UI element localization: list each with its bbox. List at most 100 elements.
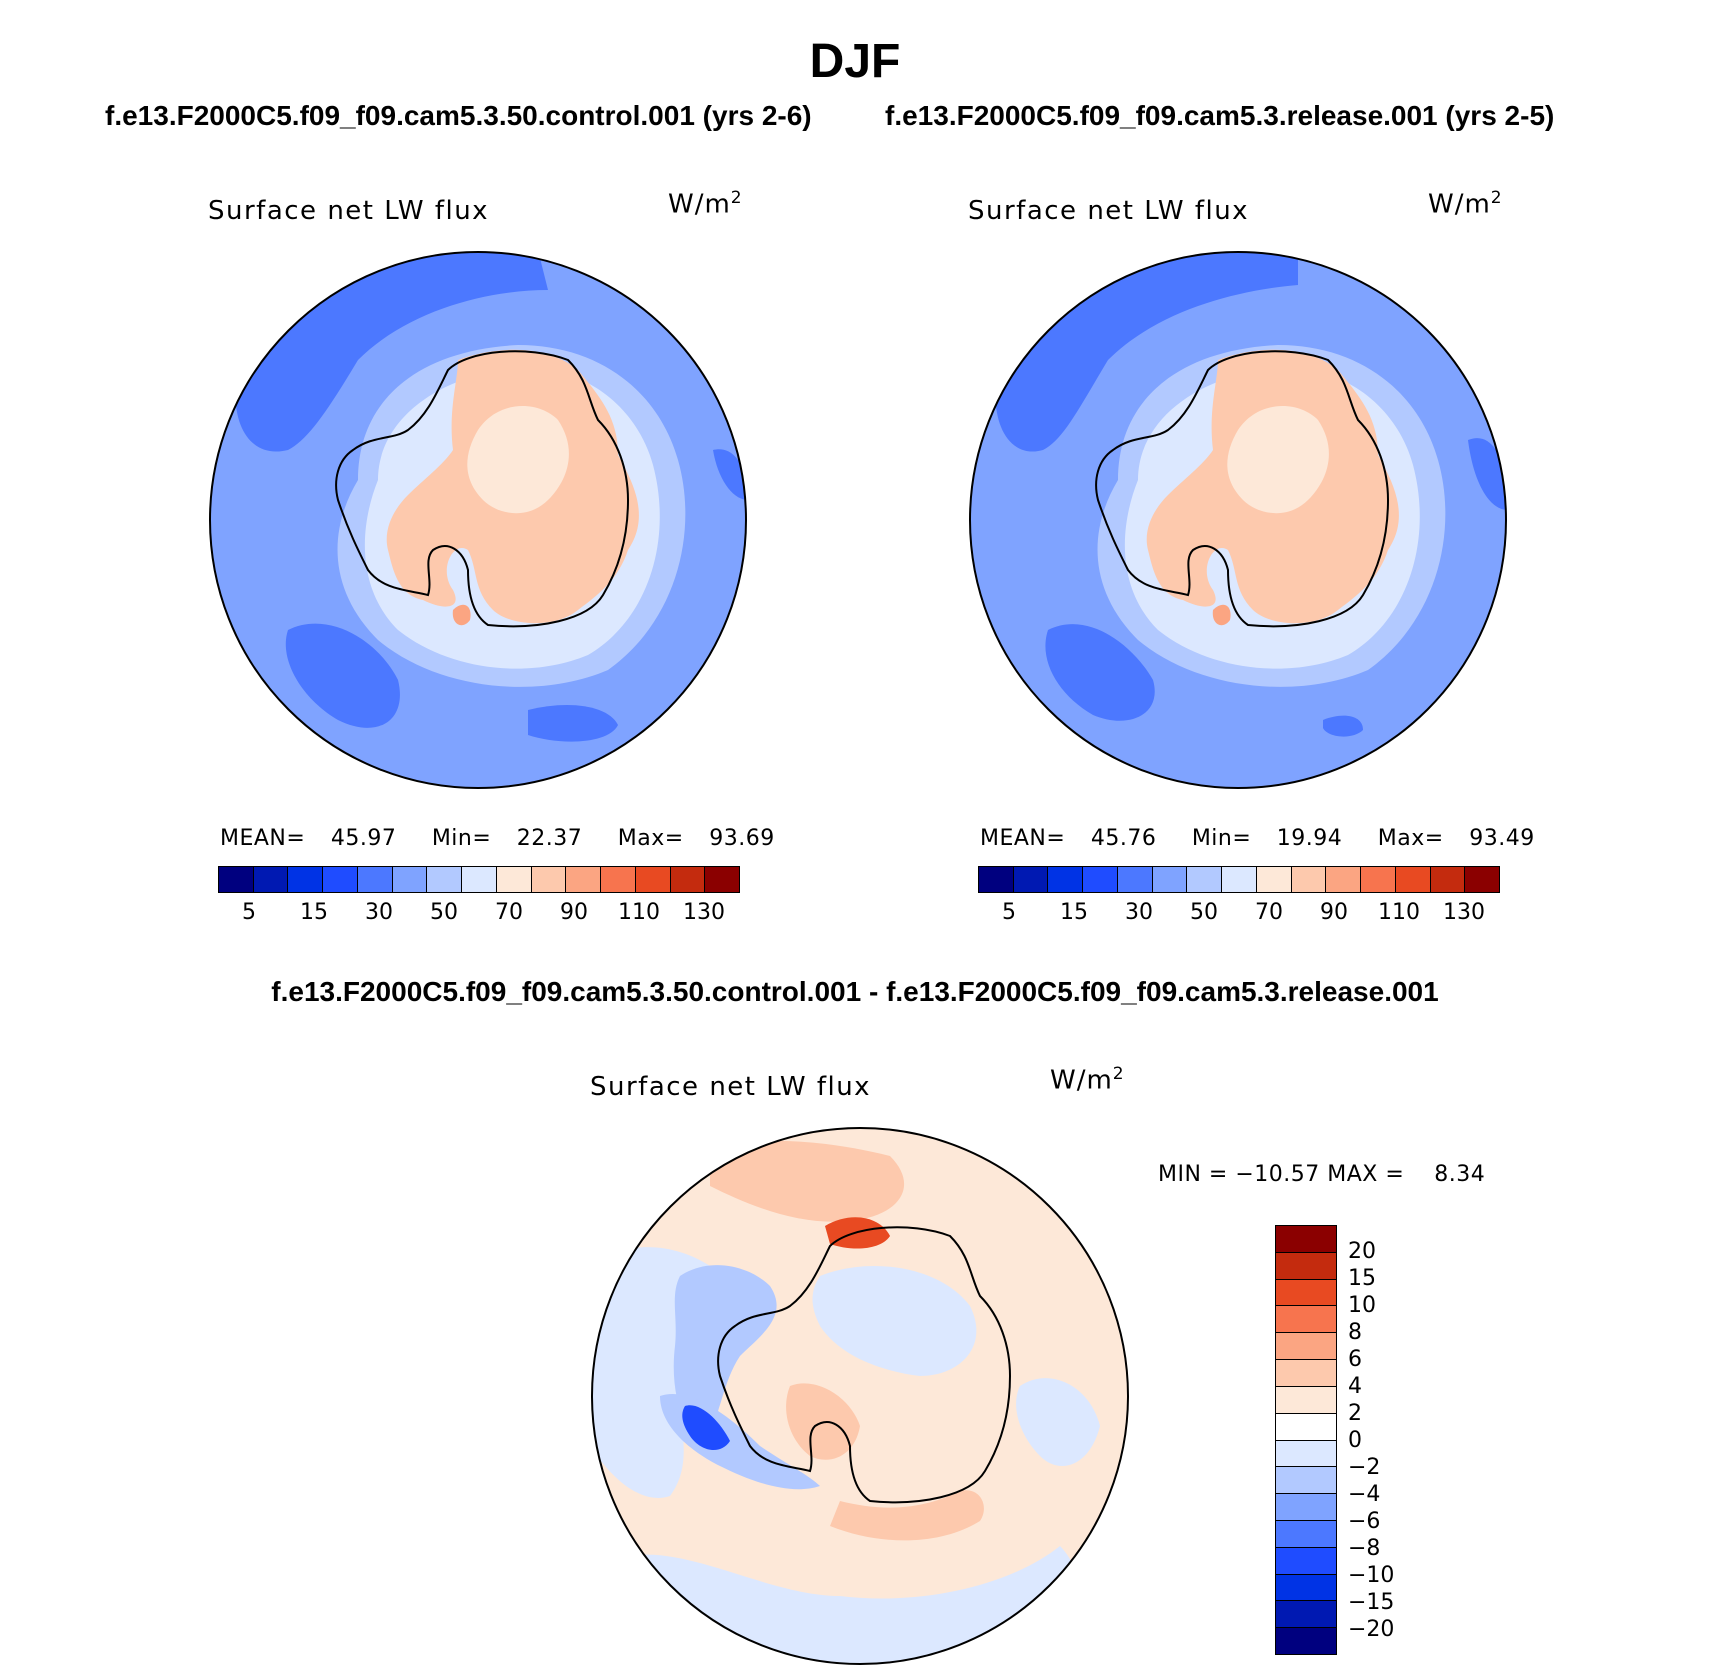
cbar-label: 5 — [242, 900, 256, 925]
colorbar-swatch — [253, 867, 289, 892]
cbar-label: 20 — [1348, 1239, 1376, 1264]
colorbar-swatch — [1276, 1252, 1336, 1280]
colorbar-swatch — [1013, 867, 1049, 892]
panel-right-map — [969, 251, 1507, 789]
colorbar-right-labels: 5 15 30 50 70 90 110 130 — [978, 900, 1500, 930]
cbar-label: −2 — [1348, 1455, 1381, 1480]
colorbar-swatch — [1465, 867, 1500, 892]
neg-anomaly-east — [1016, 1378, 1100, 1466]
colorbar-swatch — [1276, 1467, 1336, 1495]
deep-ocean-patch-sw — [1045, 624, 1155, 721]
cbar-label: 6 — [1348, 1347, 1362, 1372]
case-diff-label: f.e13.F2000C5.f09_f09.cam5.3.50.control.… — [271, 976, 1439, 1007]
colorbar-swatch — [1276, 1360, 1336, 1387]
colorbar-swatch — [1276, 1547, 1336, 1575]
colorbar-swatch — [1276, 1413, 1336, 1441]
colorbar-swatch — [670, 867, 706, 892]
colorbar-swatch — [1048, 867, 1084, 892]
mean-label: MEAN= — [980, 826, 1066, 851]
colorbar-swatch — [1276, 1306, 1336, 1334]
pos-anomaly-north — [710, 1140, 905, 1222]
cbar-label: 50 — [1190, 900, 1218, 925]
colorbar-right — [978, 866, 1500, 893]
colorbar-swatch — [1276, 1574, 1336, 1602]
coastline — [1095, 350, 1390, 628]
cbar-label: 130 — [1443, 900, 1485, 925]
figure-title: DJF — [809, 35, 901, 88]
cbar-label: 70 — [1255, 900, 1283, 925]
diff-minmax: MIN = −10.57 MAX = 8.34 — [1158, 1162, 1486, 1187]
panel-right-units-exp: 2 — [1490, 188, 1503, 208]
panel-diff-map — [591, 1127, 1129, 1665]
colorbar-swatch — [1395, 867, 1431, 892]
max-label: Max= — [1377, 826, 1444, 851]
cbar-label: 30 — [365, 900, 393, 925]
cbar-label: 15 — [1348, 1266, 1376, 1291]
colorbar-swatch — [601, 867, 636, 892]
max-value: 93.69 — [709, 826, 775, 851]
min-value: 22.37 — [516, 826, 583, 851]
cbar-label: 30 — [1125, 900, 1153, 925]
panel-left-map — [209, 251, 747, 789]
colorbar-swatch — [357, 867, 393, 892]
colorbar-swatch — [1152, 867, 1188, 892]
cbar-label: 110 — [618, 900, 660, 925]
colorbar-swatch — [1276, 1628, 1336, 1654]
colorbar-swatch — [1276, 1333, 1336, 1361]
case-right-label: f.e13.F2000C5.f09_f09.cam5.3.release.001… — [885, 100, 1555, 131]
coastline — [335, 350, 630, 628]
cbar-label: 0 — [1348, 1428, 1362, 1453]
map-border — [969, 251, 1507, 789]
cbar-label: 90 — [560, 900, 588, 925]
panel-right-stats: MEAN= 45.76 Min= 19.94 Max= 93.49 — [980, 826, 1535, 851]
colorbar-swatch — [1361, 867, 1396, 892]
cbar-label: 2 — [1348, 1401, 1362, 1426]
colorbar-swatch — [462, 867, 497, 892]
max-label: Max= — [617, 826, 684, 851]
cbar-label: 15 — [300, 900, 328, 925]
colorbar-swatch — [1326, 867, 1362, 892]
colorbar-swatch — [1430, 867, 1466, 892]
colorbar-swatch — [1276, 1386, 1336, 1414]
cbar-label: −10 — [1348, 1563, 1395, 1588]
colorbar-swatch — [1291, 867, 1327, 892]
cbar-label: −6 — [1348, 1509, 1381, 1534]
colorbar-swatch — [1276, 1279, 1336, 1307]
panel-left-units-exp: 2 — [730, 188, 743, 208]
panel-diff-units: W/m2 — [1050, 1064, 1125, 1096]
map-border — [209, 251, 747, 789]
colorbar-swatch — [323, 867, 358, 892]
deep-ocean-patch-sw — [285, 623, 400, 728]
min-value: 19.94 — [1276, 826, 1343, 851]
colorbar-diff — [1275, 1225, 1337, 1655]
colorbar-swatch — [1083, 867, 1118, 892]
panel-right-units-base: W/m — [1428, 189, 1491, 220]
colorbar-swatch — [427, 867, 463, 892]
cbar-label: 10 — [1348, 1293, 1376, 1318]
cbar-label: 5 — [1002, 900, 1016, 925]
panel-right-units: W/m2 — [1428, 188, 1503, 220]
cbar-label: −15 — [1348, 1590, 1395, 1615]
deep-ocean-patch-s — [528, 705, 618, 742]
panel-right-title: Surface net LW flux — [968, 196, 1250, 226]
colorbar-swatch — [566, 867, 602, 892]
panel-left-title: Surface net LW flux — [208, 196, 490, 226]
colorbar-swatch — [392, 867, 428, 892]
deep-ocean-patch-s — [1323, 715, 1363, 737]
colorbar-swatch — [496, 867, 532, 892]
cbar-label: 8 — [1348, 1320, 1362, 1345]
colorbar-swatch — [219, 867, 254, 892]
panel-left-units: W/m2 — [668, 188, 743, 220]
cbar-label: 15 — [1060, 900, 1088, 925]
mean-value: 45.76 — [1090, 826, 1157, 851]
cbar-label: −8 — [1348, 1536, 1381, 1561]
colorbar-swatch — [531, 867, 567, 892]
case-left-label: f.e13.F2000C5.f09_f09.cam5.3.50.control.… — [105, 100, 812, 131]
mean-value: 45.97 — [330, 826, 397, 851]
panel-diff-units-exp: 2 — [1112, 1064, 1125, 1084]
cbar-label: 110 — [1378, 900, 1420, 925]
antarctica-interior — [467, 406, 569, 514]
panel-left-units-base: W/m — [668, 189, 731, 220]
coastline — [717, 1226, 1012, 1504]
colorbar-left-labels: 5 15 30 50 70 90 110 130 — [218, 900, 740, 930]
